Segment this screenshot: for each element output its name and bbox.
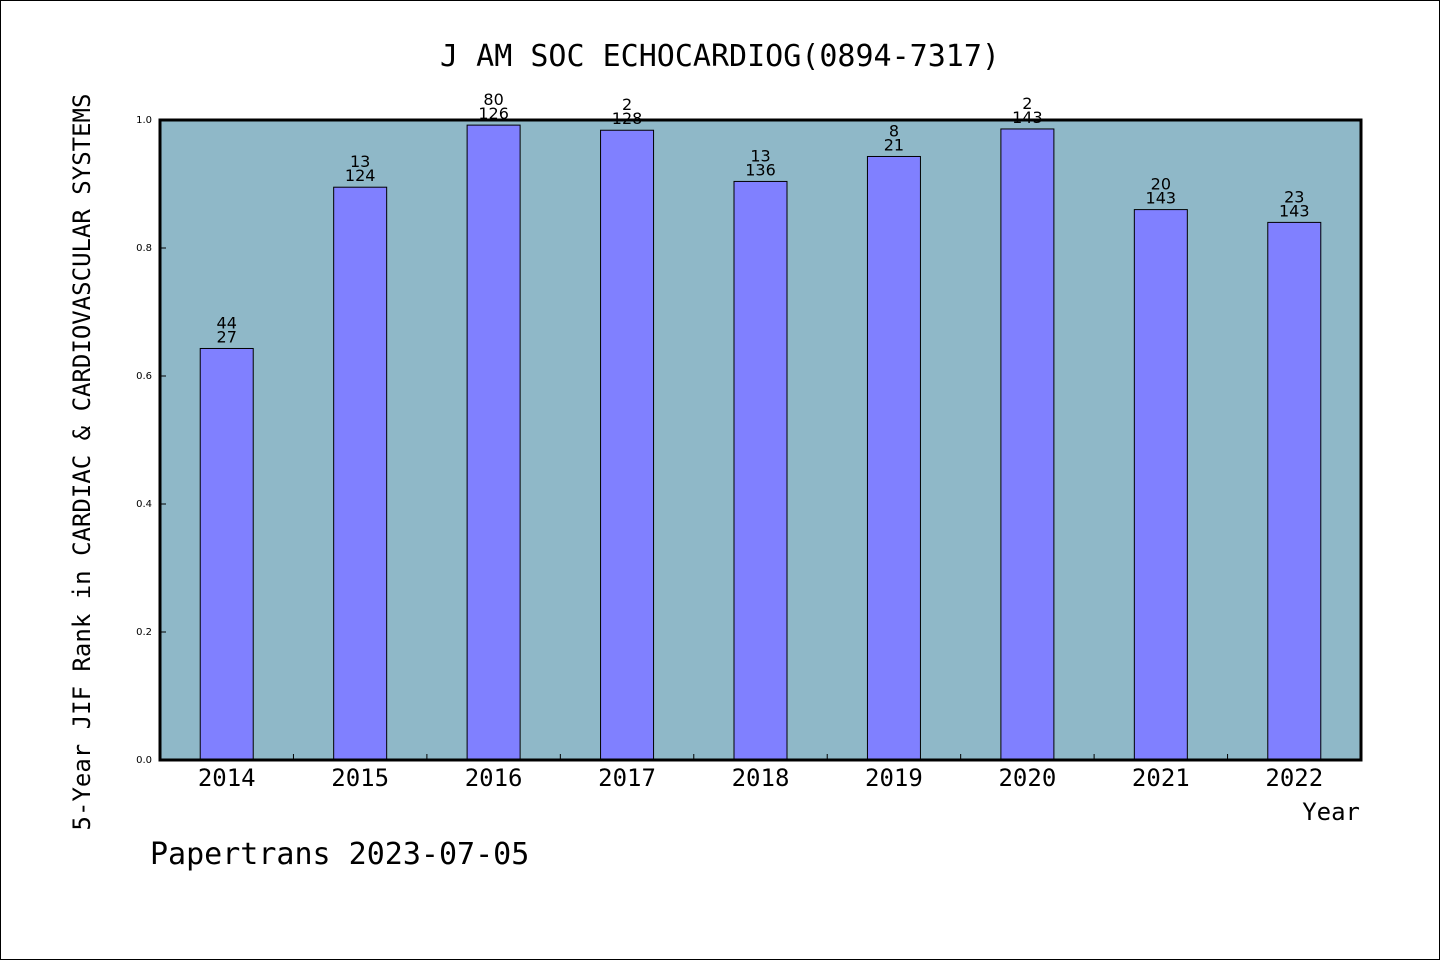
bar-label-bottom-2015: 124 bbox=[345, 166, 376, 185]
footer-credit: Papertrans 2023-07-05 bbox=[150, 837, 529, 872]
x-tick-label-2015: 2015 bbox=[331, 764, 389, 792]
chart-title: J AM SOC ECHOCARDIOG(0894-7317) bbox=[440, 39, 1000, 74]
bar-2020 bbox=[1000, 128, 1055, 761]
bar-label-bottom-2021: 143 bbox=[1146, 189, 1177, 208]
bar-2014 bbox=[199, 347, 254, 761]
y-tick-label-0.2: 0.2 bbox=[136, 627, 152, 638]
x-tick-label-2020: 2020 bbox=[998, 764, 1056, 792]
bar-label-top-2017: 2 bbox=[622, 95, 632, 114]
bar-2022 bbox=[1267, 221, 1322, 761]
x-tick-label-2017: 2017 bbox=[598, 764, 656, 792]
bar-label-top-2021: 20 bbox=[1151, 175, 1171, 194]
bar-2021 bbox=[1133, 209, 1188, 761]
x-tick-label-2021: 2021 bbox=[1132, 764, 1190, 792]
bar-label-top-2019: 8 bbox=[889, 121, 899, 140]
x-tick-label-2018: 2018 bbox=[732, 764, 790, 792]
bars-group bbox=[199, 124, 1322, 761]
y-axis: 0.0 0.2 0.4 0.6 0.8 1.0 bbox=[136, 115, 166, 766]
bar-label-bottom-2014: 27 bbox=[217, 327, 237, 346]
plot-border bbox=[158, 118, 1363, 762]
bar-label-bottom-2020: 143 bbox=[1012, 108, 1043, 127]
x-tick-label-2022: 2022 bbox=[1265, 764, 1323, 792]
bar-label-bottom-2022: 143 bbox=[1279, 201, 1310, 220]
bar-label-top-2020: 2 bbox=[1022, 94, 1032, 113]
x-axis-label: Year bbox=[1302, 798, 1360, 826]
bar-2016 bbox=[466, 124, 521, 761]
bar-label-top-2015: 13 bbox=[350, 152, 370, 171]
y-tick-label-0.6: 0.6 bbox=[136, 371, 152, 382]
y-axis-label: 5-Year JIF Rank in CARDIAC & CARDIOVASCU… bbox=[68, 94, 96, 831]
x-tick-label-2019: 2019 bbox=[865, 764, 923, 792]
y-tick-label-0.4: 0.4 bbox=[136, 499, 152, 510]
y-tick-label-0.0: 0.0 bbox=[136, 755, 152, 766]
bar-label-top-2022: 23 bbox=[1284, 187, 1304, 206]
bar-label-bottom-2019: 21 bbox=[884, 135, 904, 154]
bar-label-top-2016: 80 bbox=[483, 90, 503, 109]
bar-2018 bbox=[733, 180, 788, 761]
bar-label-bottom-2016: 126 bbox=[478, 104, 509, 123]
bar-2017 bbox=[600, 129, 655, 761]
y-tick-label-1.0: 1.0 bbox=[136, 115, 152, 126]
x-tick-label-2016: 2016 bbox=[465, 764, 523, 792]
bar-label-top-2018: 13 bbox=[750, 146, 770, 165]
x-axis: 2014 2015 2016 2017 2018 2019 2020 2021 2022 bbox=[198, 754, 1323, 792]
bar-label-bottom-2018: 136 bbox=[745, 160, 776, 179]
bar-label-top-2014: 44 bbox=[217, 313, 237, 332]
x-tick-label-2014: 2014 bbox=[198, 764, 256, 792]
bar-2015 bbox=[333, 186, 388, 761]
bar-2019 bbox=[866, 155, 921, 761]
y-tick-label-0.8: 0.8 bbox=[136, 243, 152, 254]
